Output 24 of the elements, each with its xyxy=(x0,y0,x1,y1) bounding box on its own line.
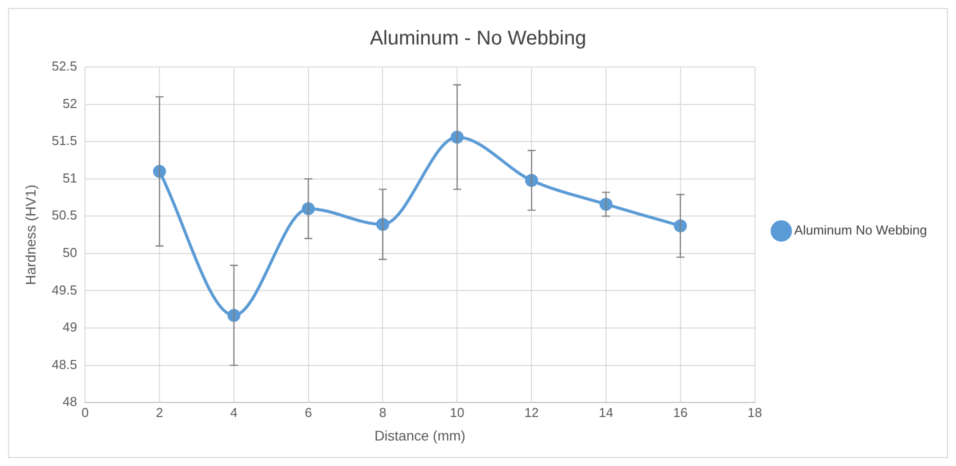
y-tick-label: 50.5 xyxy=(52,208,78,223)
x-tick-label: 18 xyxy=(748,404,762,420)
x-tick-label: 8 xyxy=(379,404,386,420)
y-tick-label: 51.5 xyxy=(52,133,78,148)
y-tick-label: 52 xyxy=(62,96,78,111)
x-axis-title: Distance (mm) xyxy=(374,427,466,444)
x-tick-label: 4 xyxy=(230,404,238,420)
y-tick-label: 50 xyxy=(62,245,78,260)
y-tick-label: 48.5 xyxy=(52,356,78,372)
x-tick-label: 12 xyxy=(524,404,539,420)
x-tick-label: 10 xyxy=(450,404,464,420)
y-tick-label: 49.5 xyxy=(52,282,78,298)
y-tick-label: 49 xyxy=(62,320,78,335)
y-axis-title: Hardness (HV1) xyxy=(22,184,38,285)
chart-title: Aluminum - No Webbing xyxy=(370,28,586,50)
y-tick-label: 52.5 xyxy=(52,58,78,74)
x-tick-label: 16 xyxy=(673,404,688,420)
x-tick-label: 2 xyxy=(156,404,164,420)
x-tick-label: 0 xyxy=(81,404,89,420)
y-tick-label: 51 xyxy=(62,170,78,186)
x-tick-label: 6 xyxy=(304,404,312,420)
legend-label: Aluminum No Webbing xyxy=(794,222,928,238)
y-tick-label: 48 xyxy=(62,394,78,410)
x-tick-label: 14 xyxy=(598,404,614,420)
